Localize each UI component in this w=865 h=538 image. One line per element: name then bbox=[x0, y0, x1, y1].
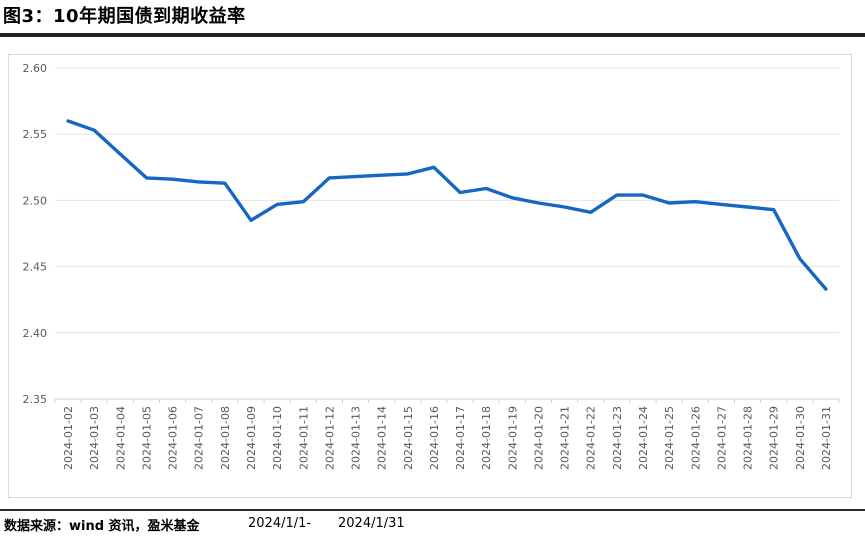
x-tick-label: 2024-01-28 bbox=[742, 406, 755, 470]
x-tick-label: 2024-01-11 bbox=[297, 406, 310, 470]
yield-line bbox=[66, 119, 828, 291]
x-tick-label: 2024-01-24 bbox=[637, 406, 650, 470]
period-end-label: 2024/1/31 bbox=[338, 516, 405, 531]
x-tick-label: 2024-01-20 bbox=[532, 406, 545, 470]
y-tick-label: 2.40 bbox=[23, 327, 48, 340]
x-tick-label: 2024-01-08 bbox=[219, 406, 232, 470]
period-start-label: 2024/1/1- bbox=[248, 516, 312, 531]
y-tick-label: 2.55 bbox=[23, 128, 48, 141]
y-tick-label: 2.60 bbox=[23, 62, 48, 75]
x-tick-label: 2024-01-27 bbox=[715, 406, 728, 470]
x-tick-label: 2024-01-13 bbox=[350, 406, 363, 470]
x-tick-label: 2024-01-26 bbox=[689, 406, 702, 470]
y-gridlines bbox=[55, 67, 839, 334]
x-tick-label: 2024-01-14 bbox=[376, 406, 389, 470]
x-tick-label: 2024-01-06 bbox=[167, 406, 180, 470]
x-tick-label: 2024-01-19 bbox=[506, 406, 519, 470]
figure-title: 图3：10年期国债到期收益率 bbox=[3, 6, 246, 27]
x-tick-label: 2024-01-29 bbox=[768, 406, 781, 470]
x-tick-label: 2024-01-17 bbox=[454, 406, 467, 470]
x-axis-line bbox=[54, 398, 840, 403]
y-tick-label: 2.35 bbox=[23, 393, 48, 406]
title-underline bbox=[0, 33, 865, 37]
x-tick-label: 2024-01-23 bbox=[611, 406, 624, 470]
x-tick-label: 2024-01-22 bbox=[585, 406, 598, 470]
data-source-label: 数据来源：wind 资讯，盈米基金 bbox=[4, 519, 200, 534]
x-tick-label: 2024-01-02 bbox=[62, 406, 75, 470]
y-axis-labels: 2.35 2.40 2.45 2.50 2.55 2.60 bbox=[23, 62, 48, 406]
x-tick-label: 2024-01-21 bbox=[559, 406, 572, 470]
x-tick-label: 2024-01-10 bbox=[271, 406, 284, 470]
x-tick-label: 2024-01-04 bbox=[114, 406, 127, 470]
x-tick-label: 2024-01-15 bbox=[402, 406, 415, 470]
x-tick-label: 2024-01-05 bbox=[140, 406, 153, 470]
x-tick-label: 2024-01-12 bbox=[323, 406, 336, 470]
chart-frame: 2.35 2.40 2.45 2.50 2.55 2.60 2024-01-02 2024-0… bbox=[8, 54, 852, 498]
x-axis-labels: 2024-01-02 2024-01-03 2024-01-04 2024-01-05… bbox=[62, 406, 833, 470]
x-tick-label: 2024-01-25 bbox=[663, 406, 676, 470]
x-tick-label: 2024-01-09 bbox=[245, 406, 258, 470]
y-tick-label: 2.45 bbox=[23, 261, 48, 274]
x-tick-label: 2024-01-03 bbox=[88, 406, 101, 470]
x-tick-label: 2024-01-07 bbox=[193, 406, 206, 470]
x-tick-label: 2024-01-18 bbox=[480, 406, 493, 470]
footer-divider bbox=[0, 509, 865, 511]
x-tick-label: 2024-01-31 bbox=[820, 406, 833, 470]
y-tick-label: 2.50 bbox=[23, 194, 48, 207]
x-tick-label: 2024-01-16 bbox=[428, 406, 441, 470]
x-tick-label: 2024-01-30 bbox=[794, 406, 807, 470]
